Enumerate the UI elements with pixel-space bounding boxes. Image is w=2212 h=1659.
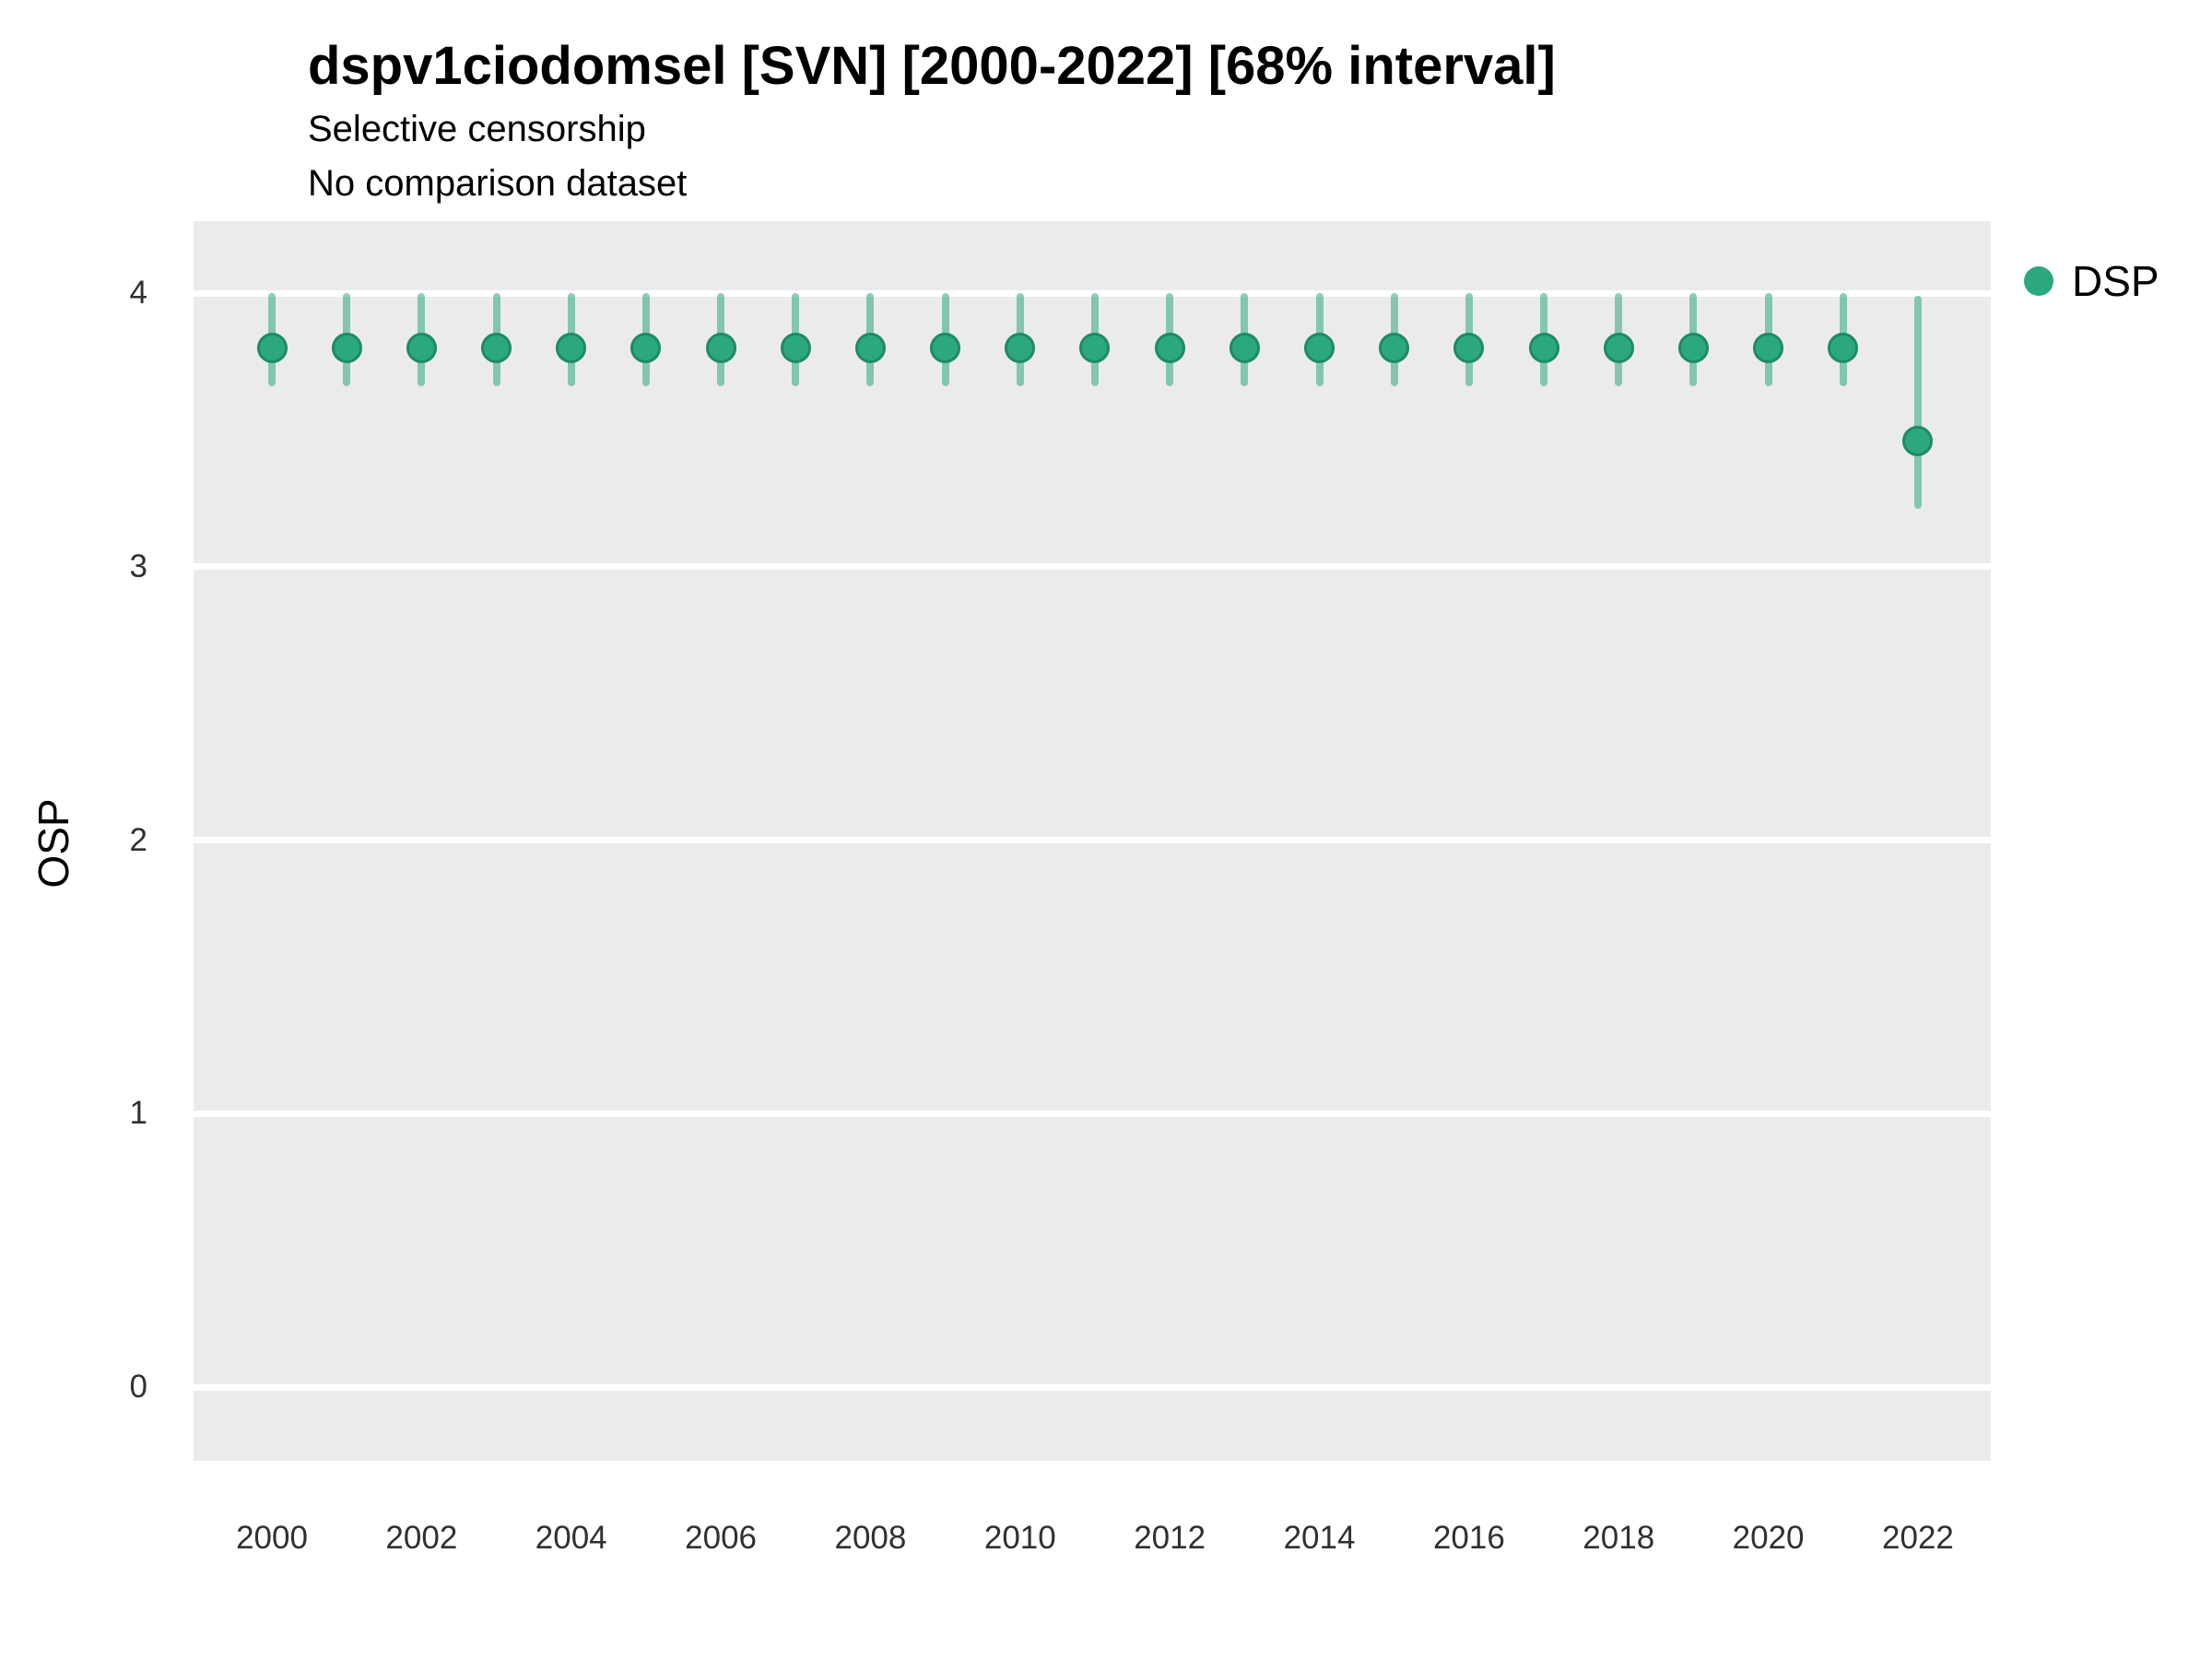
point-2015 bbox=[1379, 332, 1410, 363]
point-2008 bbox=[854, 332, 886, 363]
y-axis-title: OSP bbox=[29, 798, 77, 888]
x-tick-label-2008: 2008 bbox=[834, 1520, 907, 1556]
legend-marker-dsp bbox=[2024, 266, 2053, 296]
x-tick-label-2012: 2012 bbox=[1134, 1520, 1206, 1556]
point-2021 bbox=[1828, 332, 1859, 363]
point-2001 bbox=[331, 332, 362, 363]
chart-subtitle: Selective censorship bbox=[308, 109, 646, 149]
point-2005 bbox=[630, 332, 662, 363]
y-tick-label-0: 0 bbox=[129, 1369, 147, 1405]
interval-bar-2022 bbox=[1913, 295, 1922, 510]
point-2014 bbox=[1304, 332, 1335, 363]
x-tick-label-2020: 2020 bbox=[1732, 1520, 1805, 1556]
x-tick-label-2022: 2022 bbox=[1882, 1520, 1954, 1556]
x-tick-label-2006: 2006 bbox=[685, 1520, 758, 1556]
x-tick-label-2002: 2002 bbox=[385, 1520, 458, 1556]
y-tick-label-3: 3 bbox=[129, 547, 147, 584]
point-2018 bbox=[1603, 332, 1634, 363]
point-2013 bbox=[1229, 332, 1260, 363]
gridline-y-3 bbox=[194, 563, 1991, 571]
y-tick-label-1: 1 bbox=[129, 1095, 147, 1132]
legend-label-dsp: DSP bbox=[2072, 257, 2159, 305]
chart-caption: No comparison dataset bbox=[308, 163, 688, 204]
point-2002 bbox=[406, 332, 437, 363]
point-2009 bbox=[930, 332, 961, 363]
y-tick-label-4: 4 bbox=[129, 275, 147, 311]
point-2017 bbox=[1528, 332, 1559, 363]
plot-panel bbox=[194, 221, 1991, 1461]
x-tick-label-2000: 2000 bbox=[236, 1520, 308, 1556]
x-tick-label-2010: 2010 bbox=[983, 1520, 1056, 1556]
point-2010 bbox=[1005, 332, 1036, 363]
point-2016 bbox=[1453, 332, 1485, 363]
point-2019 bbox=[1677, 332, 1709, 363]
point-2022 bbox=[1902, 425, 1934, 456]
point-2011 bbox=[1079, 332, 1111, 363]
point-2003 bbox=[481, 332, 512, 363]
y-tick-label-2: 2 bbox=[129, 821, 147, 858]
point-2012 bbox=[1154, 332, 1185, 363]
gridline-y-1 bbox=[194, 1110, 1991, 1117]
point-2020 bbox=[1753, 332, 1784, 363]
point-2007 bbox=[780, 332, 811, 363]
x-tick-label-2018: 2018 bbox=[1583, 1520, 1655, 1556]
gridline-y-2 bbox=[194, 837, 1991, 843]
point-2000 bbox=[256, 332, 288, 363]
x-tick-label-2014: 2014 bbox=[1283, 1520, 1356, 1556]
point-2004 bbox=[556, 332, 587, 363]
legend: DSP bbox=[2024, 256, 2159, 306]
gridline-y-0 bbox=[194, 1383, 1991, 1391]
x-tick-label-2016: 2016 bbox=[1432, 1520, 1505, 1556]
point-2006 bbox=[705, 332, 736, 363]
x-tick-label-2004: 2004 bbox=[535, 1520, 607, 1556]
chart-title: dspv1ciodomsel [SVN] [2000-2022] [68% in… bbox=[308, 36, 1556, 96]
